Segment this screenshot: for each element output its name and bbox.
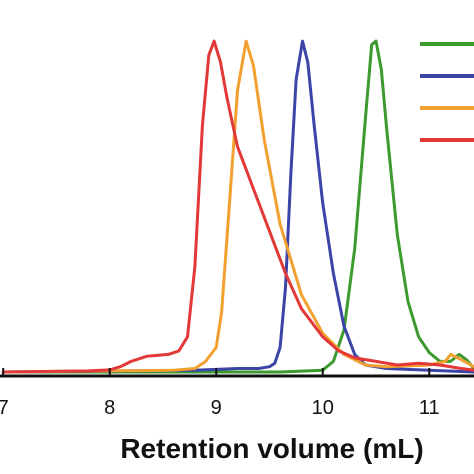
x-tick-label: 10	[312, 397, 334, 419]
plot-lines	[1, 39, 474, 374]
x-axis-ticks: 7 8 9 10 11	[0, 368, 440, 419]
series-line-3	[1, 39, 474, 374]
series-line-1	[1, 39, 474, 374]
x-tick-label: 8	[104, 397, 115, 419]
legend	[420, 42, 474, 142]
series-line-2	[1, 39, 474, 374]
x-axis-title: Retention volume (mL)	[120, 433, 423, 464]
x-tick-label: 11	[419, 397, 440, 419]
x-tick-label: 7	[0, 397, 9, 419]
series-line-4	[1, 39, 474, 374]
x-tick-label: 9	[211, 397, 222, 419]
